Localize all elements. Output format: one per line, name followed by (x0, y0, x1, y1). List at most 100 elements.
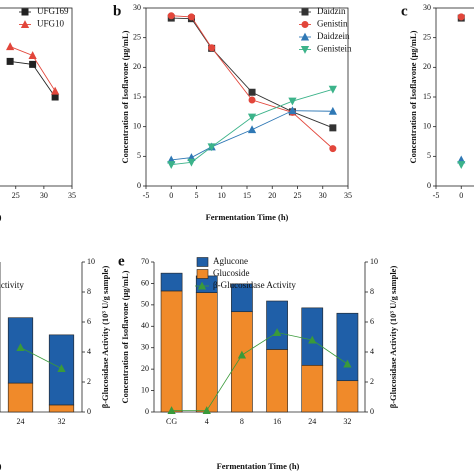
y2-axis-label: β-Glucosidase Activity (10³ U/g sample) (388, 266, 398, 409)
x-tick-label: 25 (12, 191, 20, 200)
y-tick-label: 20 (423, 62, 431, 71)
y-tick-label: 25 (133, 32, 141, 41)
y-tick-label: 5 (137, 151, 141, 160)
legend-marker (21, 8, 29, 16)
activity-point (272, 328, 282, 336)
y-tick-label: 15 (423, 92, 431, 101)
legend-marker (301, 8, 309, 16)
activity-point (167, 406, 176, 414)
legend-label: Genistin (317, 19, 348, 29)
activity-point (202, 406, 211, 414)
x-tick-label: 15 (243, 191, 251, 200)
data-point (207, 143, 216, 152)
y-tick-label: 10 (423, 121, 431, 130)
y2-tick-label: 4 (370, 347, 374, 356)
activity-line (171, 332, 348, 411)
x-tick-label: 30 (40, 191, 48, 200)
y2-tick-label: 8 (370, 287, 374, 296)
x-tick-label: 35 (68, 191, 76, 200)
data-point (247, 113, 257, 122)
x-tick-label: 24 (17, 417, 25, 426)
y-axis-label: Concentration of Isoflavone (μg/mL) (120, 30, 130, 163)
data-point (29, 60, 37, 68)
legend-marker (301, 21, 309, 28)
bar-segment (160, 272, 183, 292)
x-axis-label: Fermentation Time (h) (217, 461, 300, 471)
series-line (171, 17, 334, 129)
data-point (187, 13, 195, 21)
x-tick-label: 8 (240, 417, 244, 426)
bar-segment (301, 364, 324, 413)
bar-segment (195, 292, 218, 413)
data-point (208, 44, 216, 52)
legend-label: UFG169 (37, 6, 69, 16)
legend-marker (197, 281, 207, 290)
x-tick-label: 32 (343, 417, 351, 426)
legend-label: Daidzein (317, 31, 350, 41)
y-tick-label: 30 (141, 343, 149, 352)
data-point (248, 96, 256, 104)
data-point (329, 145, 337, 153)
legend-label: Aglucone (213, 256, 248, 266)
panel-label: b (113, 3, 121, 19)
series-line (171, 88, 333, 166)
x-tick-label: 10 (218, 191, 226, 200)
x-tick-label: 4 (205, 417, 209, 426)
x-tick-label: 20 (268, 191, 276, 200)
x-axis-label: Fermentation Time (h) (0, 212, 2, 222)
data-point (6, 57, 14, 65)
y-tick-label: 0 (137, 181, 141, 190)
plot-frame (435, 7, 474, 187)
bar-segment (231, 283, 253, 313)
y2-tick-label: 8 (87, 287, 91, 296)
y2-tick-label: 4 (87, 347, 91, 356)
legend-label: Genistein (317, 44, 352, 54)
x-tick-label: 16 (273, 417, 281, 426)
y2-tick-label: 0 (87, 407, 91, 416)
legend-label: Glucoside (213, 268, 250, 278)
legend-marker (300, 32, 310, 41)
activity-point (57, 364, 66, 372)
data-point (457, 161, 466, 170)
series-line (171, 110, 333, 161)
x-tick-label: CG (166, 417, 177, 426)
x-tick-label: 0 (459, 191, 463, 200)
legend-label: β-Glucosidase Activity (0, 280, 24, 290)
x-axis-label: Fermentation Time (h) (0, 461, 2, 471)
data-point (328, 85, 337, 94)
activity-point (16, 343, 25, 351)
bar-segment (336, 380, 359, 413)
y-tick-label: 40 (141, 321, 149, 330)
data-point (248, 88, 256, 96)
activity-point (308, 335, 317, 344)
y-axis-label: Concentration of Isoflavone (μg/mL) (408, 30, 418, 163)
data-point (288, 106, 297, 115)
y-tick-label: 15 (133, 92, 141, 101)
bar-segment (266, 300, 288, 350)
y-tick-label: 30 (423, 3, 431, 12)
activity-point (237, 350, 247, 359)
data-point (247, 125, 257, 134)
data-point (288, 97, 297, 106)
x-tick-label: 0 (169, 191, 173, 200)
y2-tick-label: 10 (370, 257, 378, 266)
legend-label: β-Glucosidase Activity (213, 280, 296, 290)
data-point (329, 124, 337, 132)
bar-segment (336, 312, 359, 382)
panel-label: c (401, 3, 408, 19)
data-point (187, 158, 196, 167)
x-axis-label: Fermentation Time (h) (206, 212, 289, 222)
y-tick-label: 50 (141, 300, 149, 309)
plot-frame (0, 7, 73, 187)
bar-segment (231, 311, 253, 413)
y-tick-label: 25 (423, 32, 431, 41)
data-point (28, 51, 37, 59)
bar-segment (7, 382, 34, 413)
activity-point (343, 359, 352, 368)
y-tick-label: 10 (141, 385, 149, 394)
legend-swatch (196, 257, 209, 267)
y-tick-label: 30 (133, 3, 141, 12)
data-point (167, 12, 175, 20)
y-axis-label: Concentration of Isoflavone (μg/mL) (120, 270, 130, 403)
legend-label: Daidzin (317, 6, 346, 16)
